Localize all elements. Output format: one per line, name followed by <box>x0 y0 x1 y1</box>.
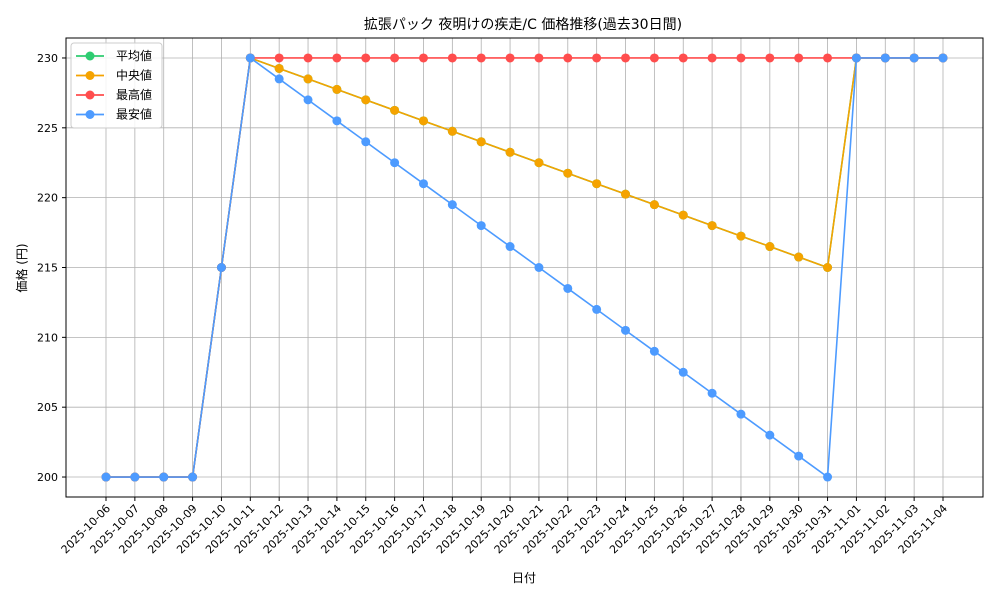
data-point <box>563 53 573 63</box>
data-point <box>851 53 861 63</box>
data-point <box>505 53 515 63</box>
data-point <box>505 147 515 157</box>
legend-label: 平均値 <box>116 48 152 63</box>
data-point <box>447 200 457 210</box>
y-tick-label: 220 <box>37 192 58 205</box>
data-point <box>823 472 833 482</box>
data-point <box>563 168 573 178</box>
data-point <box>736 231 746 241</box>
data-point <box>361 95 371 105</box>
data-point <box>592 304 602 314</box>
data-point <box>274 63 284 73</box>
legend-label: 最安値 <box>116 107 152 122</box>
data-point <box>678 367 688 377</box>
data-point <box>736 409 746 419</box>
plot-frame <box>65 37 984 498</box>
x-axis-ticks: 2025-10-062025-10-072025-10-082025-10-09… <box>59 497 950 556</box>
data-point <box>707 53 717 63</box>
data-point <box>303 53 313 63</box>
data-point <box>765 242 775 252</box>
legend-box <box>70 42 163 129</box>
data-point <box>621 189 631 199</box>
data-point <box>274 74 284 84</box>
data-point <box>418 116 428 126</box>
legend-marker <box>85 51 95 61</box>
data-point <box>505 242 515 252</box>
y-tick-label: 205 <box>37 401 58 414</box>
data-point <box>274 53 284 63</box>
data-point <box>390 158 400 168</box>
data-point <box>823 53 833 63</box>
data-point <box>188 472 198 482</box>
data-point <box>736 53 746 63</box>
data-point <box>707 388 717 398</box>
data-point <box>534 263 544 272</box>
grid <box>66 38 983 497</box>
data-point <box>130 472 140 482</box>
data-point <box>245 53 255 63</box>
data-point <box>476 137 486 147</box>
data-point <box>592 179 602 189</box>
y-tick-label: 200 <box>37 471 58 484</box>
data-point <box>418 179 428 189</box>
data-point <box>216 263 226 272</box>
data-point <box>361 53 371 63</box>
data-point <box>678 210 688 220</box>
y-tick-label: 225 <box>37 122 58 135</box>
data-point <box>447 53 457 63</box>
series-3 <box>101 53 948 482</box>
data-point <box>476 221 486 231</box>
data-point <box>303 95 313 105</box>
data-point <box>823 263 833 272</box>
data-point <box>794 252 804 262</box>
series-lines <box>101 53 948 482</box>
data-point <box>390 53 400 63</box>
data-point <box>621 325 631 335</box>
data-point <box>476 53 486 63</box>
legend-marker <box>85 71 95 80</box>
y-axis-label: 価格 (円) <box>14 243 29 292</box>
data-point <box>159 472 169 482</box>
data-point <box>621 53 631 63</box>
y-tick-label: 215 <box>37 262 58 275</box>
data-point <box>534 53 544 63</box>
legend-label: 最高値 <box>116 87 152 102</box>
data-point <box>332 84 342 94</box>
data-point <box>303 74 313 84</box>
data-point <box>447 126 457 136</box>
data-point <box>101 472 111 482</box>
data-point <box>794 451 804 461</box>
data-point <box>649 200 659 210</box>
data-point <box>765 53 775 63</box>
data-point <box>649 53 659 63</box>
data-point <box>649 346 659 356</box>
legend-marker <box>85 90 95 100</box>
data-point <box>909 53 919 63</box>
data-point <box>707 221 717 231</box>
data-point <box>361 137 371 147</box>
data-point <box>332 53 342 63</box>
y-tick-label: 210 <box>37 331 58 344</box>
data-point <box>678 53 688 63</box>
data-point <box>390 105 400 115</box>
data-point <box>938 53 948 63</box>
data-point <box>794 53 804 63</box>
data-point <box>592 53 602 63</box>
chart-title: 拡張パック 夜明けの疾走/C 価格推移(過去30日間) <box>364 17 682 33</box>
y-axis-ticks: 200 205 210 215 220 225 230 <box>37 52 66 484</box>
series-line <box>106 56 943 479</box>
legend-marker <box>85 110 95 119</box>
data-point <box>418 53 428 63</box>
data-point <box>880 53 890 63</box>
data-point <box>765 430 775 440</box>
data-point <box>534 158 544 168</box>
x-axis-label: 日付 <box>512 571 536 585</box>
data-point <box>332 116 342 126</box>
y-tick-label: 230 <box>37 52 58 65</box>
legend-label: 中央値 <box>116 68 152 83</box>
data-point <box>563 283 573 293</box>
